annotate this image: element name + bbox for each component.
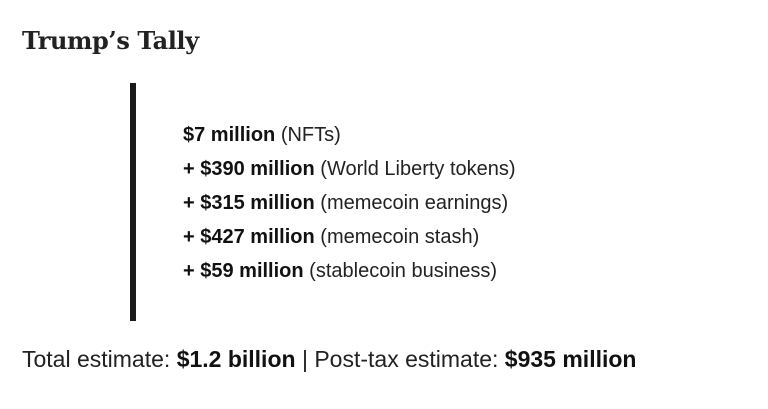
tally-item-world-liberty: + $390 million (World Liberty tokens) xyxy=(183,152,516,186)
tally-item-memecoin-earnings: + $315 million (memecoin earnings) xyxy=(183,186,516,220)
post-tax-label: Post-tax estimate: xyxy=(314,346,499,372)
tally-note: (memecoin earnings) xyxy=(320,192,509,214)
page-title: Trump’s Tally xyxy=(22,26,199,55)
total-value: $1.2 billion xyxy=(176,346,296,372)
tally-item-nfts: $7 million (NFTs) xyxy=(183,118,516,152)
total-summary: Total estimate: $1.2 billion | Post-tax … xyxy=(22,346,636,373)
tally-amount: + $315 million xyxy=(183,192,315,214)
tally-item-memecoin-stash: + $427 million (memecoin stash) xyxy=(183,220,516,254)
tally-amount: + $59 million xyxy=(183,260,304,282)
tally-note: (stablecoin business) xyxy=(309,260,498,282)
tally-amount: $7 million xyxy=(183,124,276,146)
tally-note: (memecoin stash) xyxy=(320,226,480,248)
tally-list: $7 million (NFTs) + $390 million (World … xyxy=(183,118,516,288)
vertical-rule xyxy=(130,83,136,321)
tally-note: (World Liberty tokens) xyxy=(320,158,516,180)
tally-amount: + $390 million xyxy=(183,158,315,180)
tally-note: (NFTs) xyxy=(280,124,341,146)
tally-item-stablecoin: + $59 million (stablecoin business) xyxy=(183,254,516,288)
summary-separator: | xyxy=(301,346,308,372)
tally-amount: + $427 million xyxy=(183,226,315,248)
post-tax-value: $935 million xyxy=(504,346,637,372)
total-label: Total estimate: xyxy=(22,346,171,372)
